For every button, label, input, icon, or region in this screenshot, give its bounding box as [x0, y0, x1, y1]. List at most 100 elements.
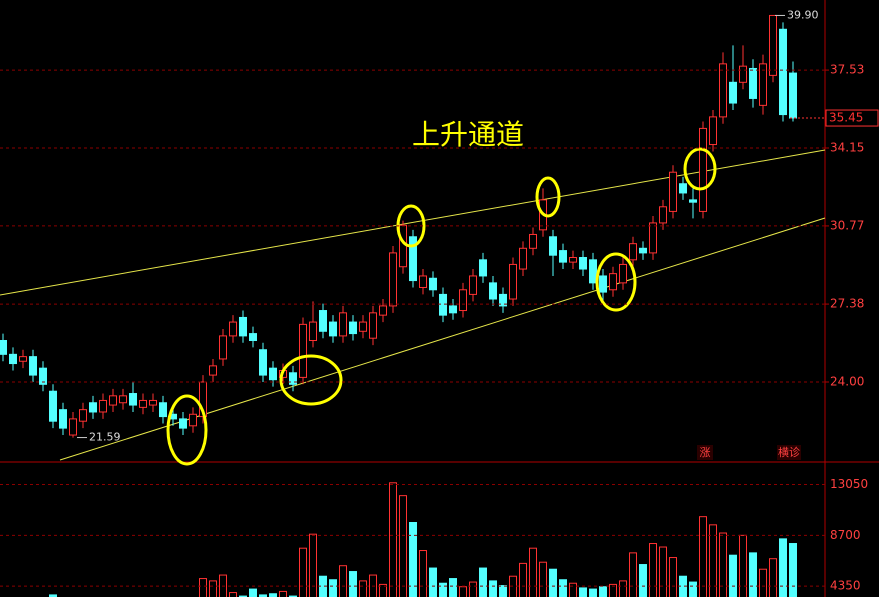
candle-body [189, 413, 197, 427]
candle-body [469, 275, 477, 295]
candle-body [549, 236, 557, 256]
volume-bar [389, 482, 397, 597]
candle-body [219, 335, 227, 360]
volume-bar [699, 516, 707, 597]
volume-bar [199, 578, 207, 597]
candle-body [699, 127, 707, 212]
candle-body [69, 418, 77, 436]
candle-body [729, 81, 737, 104]
candle-body [379, 305, 387, 316]
max-label: 39.90 [787, 8, 819, 21]
candle-body [759, 63, 767, 106]
marker: 涨 [700, 446, 711, 459]
candle-body [329, 321, 337, 337]
volume-bar [339, 565, 347, 597]
volume-bar [709, 524, 717, 597]
marker-box [777, 445, 801, 460]
highlight-circles [166, 147, 717, 466]
volume-bar [359, 580, 367, 597]
candle-body [689, 199, 697, 203]
candle-body [439, 293, 447, 316]
trend-line [59, 217, 826, 461]
candle-body [339, 312, 347, 337]
candle-body [0, 340, 7, 355]
candle-body [579, 257, 587, 270]
volume-bar [429, 567, 437, 597]
candle-body [269, 367, 277, 381]
candle-body [719, 63, 727, 118]
volume-bar [639, 564, 647, 597]
volume-bar [249, 588, 257, 597]
candle-body [779, 28, 787, 116]
candle-body [769, 14, 777, 76]
volume-bar [679, 575, 687, 597]
candle-body [19, 356, 27, 362]
circle [595, 252, 637, 312]
volume-bar [349, 571, 357, 597]
volume-bar [329, 579, 337, 597]
candle-body [59, 409, 67, 429]
volume-bar [609, 583, 617, 597]
y-tick-label: 8700 [830, 528, 861, 542]
candle-body [619, 263, 627, 284]
volume-bar [489, 580, 497, 597]
volume-bar [379, 583, 387, 597]
volume-bar [649, 543, 657, 597]
candle-body [369, 312, 377, 339]
candle-body [709, 116, 717, 146]
volume-bar [319, 575, 327, 597]
y-tick-label: 34.15 [830, 141, 864, 155]
candle-body [79, 409, 87, 422]
candle-body [389, 252, 397, 307]
volume-bar [579, 587, 587, 597]
volume-bar [519, 562, 527, 597]
y-tick-label: 30.77 [830, 218, 864, 232]
y-tick-label: 13050 [830, 477, 868, 491]
volume-bar [669, 557, 677, 597]
candle-body [749, 67, 757, 99]
circle [279, 354, 343, 406]
candle-body [29, 356, 37, 376]
last-price-box [825, 109, 879, 127]
volume-bar [479, 567, 487, 597]
candle-body [409, 236, 417, 282]
candle-body [179, 418, 187, 429]
volume-bar [229, 592, 237, 597]
volume-bar [459, 586, 467, 597]
volume-bar [299, 547, 307, 597]
volume-bar [569, 582, 577, 597]
candle-body [639, 247, 647, 254]
volume-bar [779, 538, 787, 597]
candle-body [519, 247, 527, 270]
marker-box [697, 445, 713, 460]
candle-body [559, 250, 567, 263]
volume-bar [269, 593, 277, 597]
candle-body [599, 275, 607, 293]
volume-bar [559, 579, 567, 597]
candle-body [429, 277, 437, 291]
candle-body [569, 257, 577, 263]
volume-bar [629, 552, 637, 597]
circle [683, 147, 717, 191]
volume-bar [279, 590, 287, 597]
min-label: 21.59 [89, 431, 121, 444]
candles [0, 14, 797, 597]
candle-body [739, 65, 747, 83]
candle-body [49, 390, 57, 422]
volume-bar [419, 550, 427, 597]
candle-body [479, 259, 487, 277]
last-price-label: 35.45 [829, 111, 863, 125]
y-tick-label: 4350 [830, 579, 861, 593]
candle-body [629, 243, 637, 261]
candle-body [99, 399, 107, 413]
candle-body [789, 72, 797, 119]
candle-body [349, 321, 357, 335]
volume-bar [599, 586, 607, 597]
candle-body [499, 293, 507, 307]
volume-bar [749, 552, 757, 597]
candle-body [589, 259, 597, 284]
volume-bar [589, 588, 597, 597]
volume-bar [759, 568, 767, 597]
